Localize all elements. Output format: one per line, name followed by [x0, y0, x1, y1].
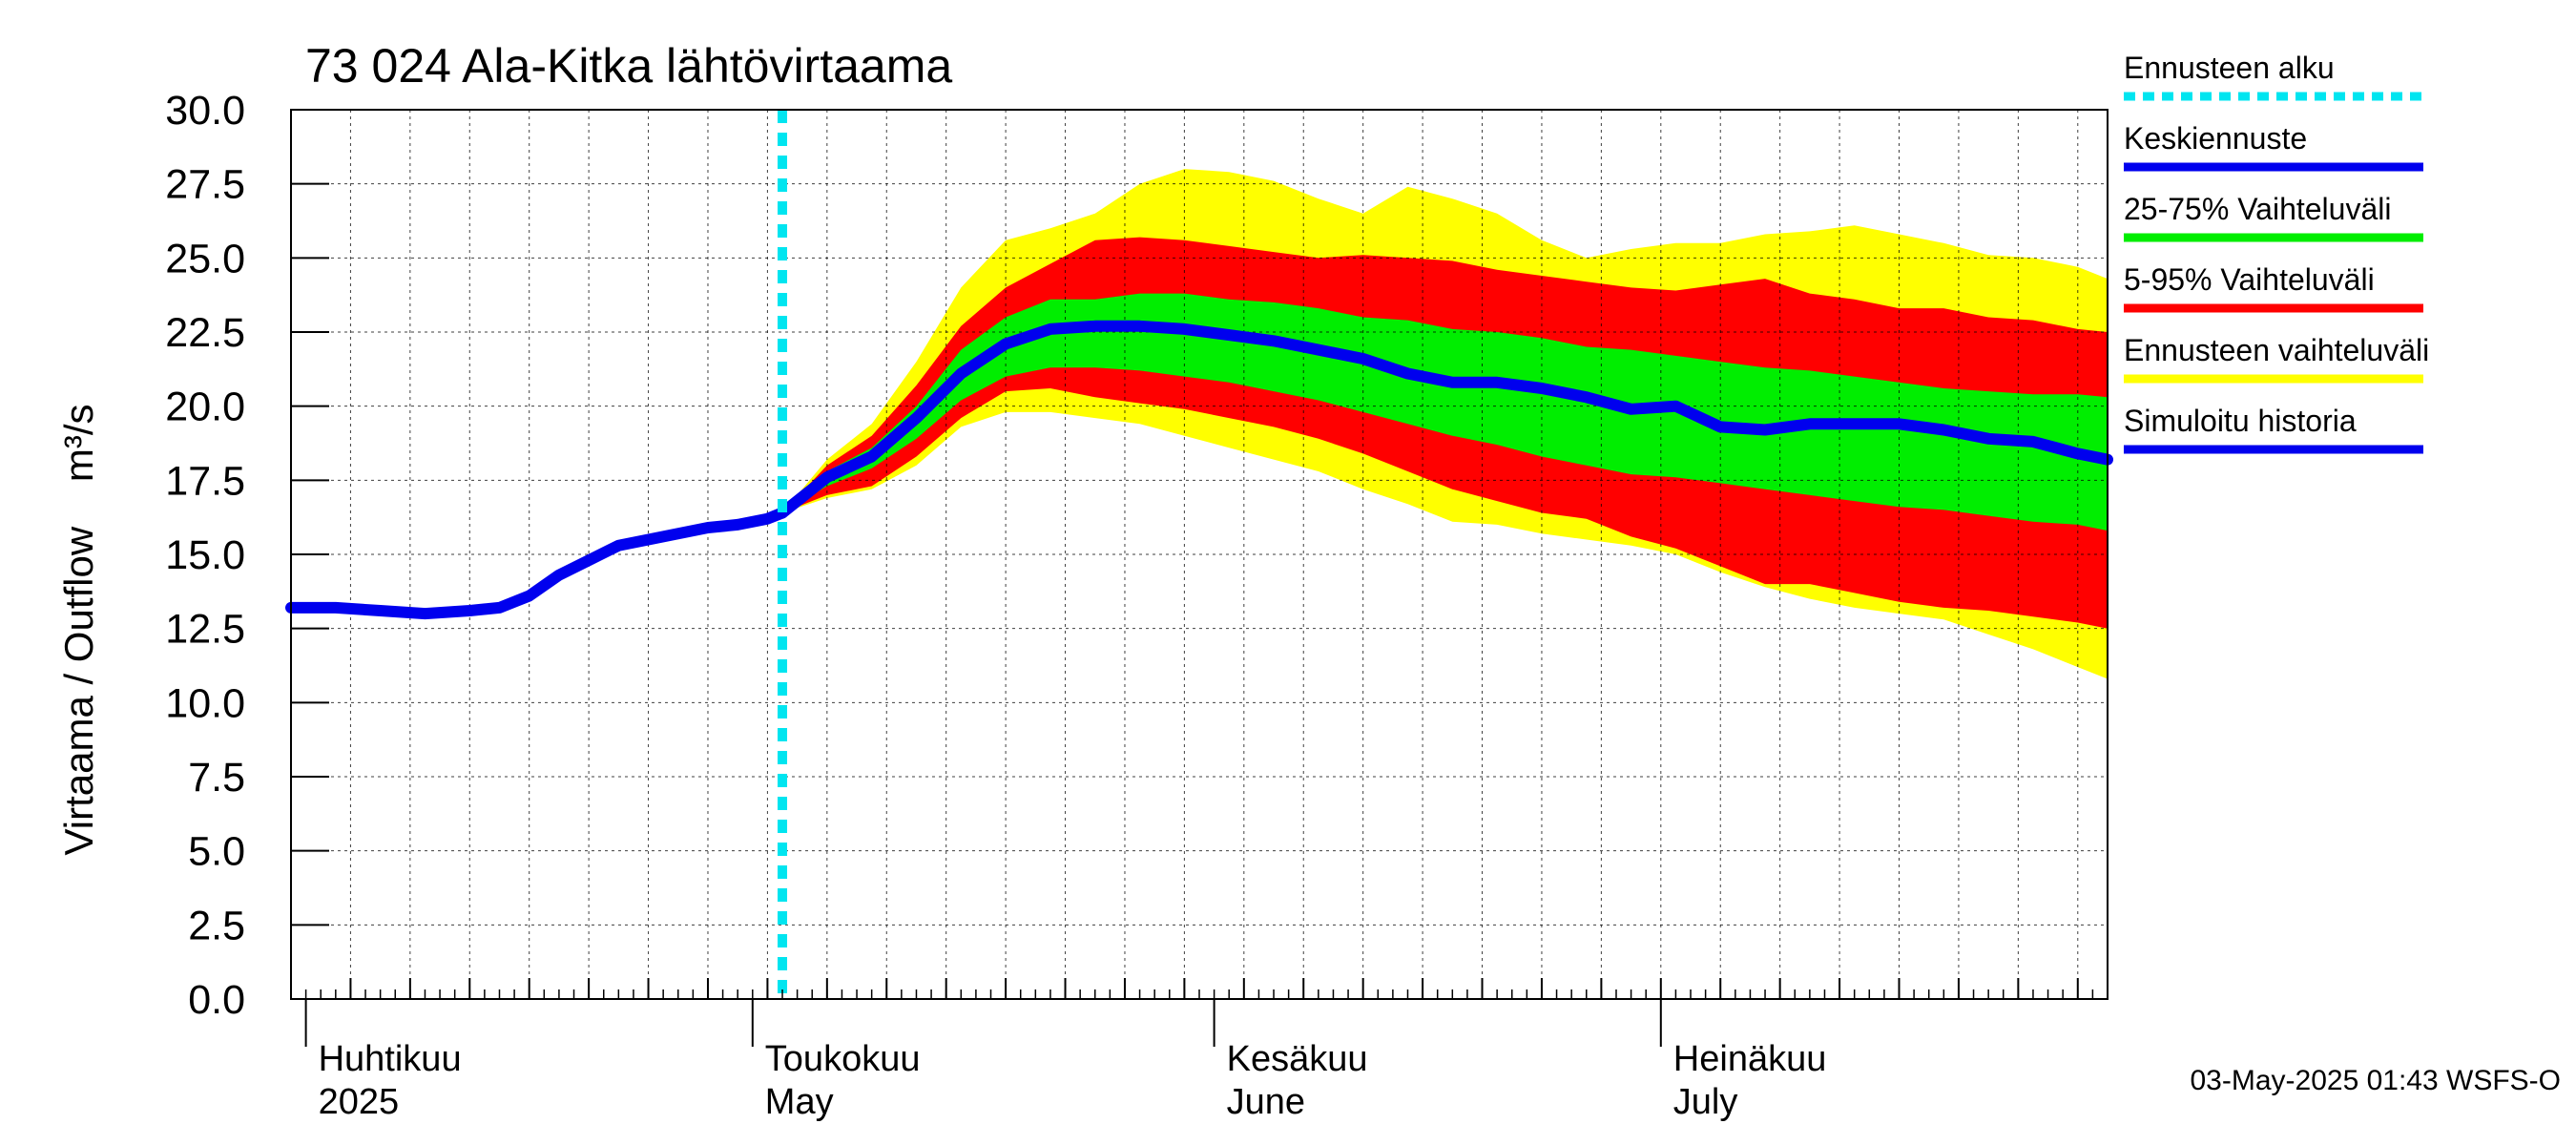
y-tick-label: 25.0 — [165, 236, 245, 281]
chart-title: 73 024 Ala-Kitka lähtövirtaama — [305, 39, 952, 93]
y-tick-label: 5.0 — [188, 829, 245, 875]
history-line — [285, 507, 788, 620]
month-label-fi: Heinäkuu — [1673, 1039, 1827, 1079]
y-tick-label: 20.0 — [165, 385, 245, 430]
axis-ticks — [290, 109, 2109, 1047]
legend: Ennusteen alku Keskiennuste 25-75% Vaihtel… — [2124, 51, 2429, 454]
y-tick-label: 27.5 — [165, 162, 245, 208]
y-tick-label: 15.0 — [165, 532, 245, 578]
legend-label-p5_95: 5-95% Vaihteluväli — [2124, 262, 2375, 297]
y-tick-label: 2.5 — [188, 903, 245, 948]
legend-label-mean: Keskiennuste — [2124, 121, 2307, 156]
y-axis-tick-labels: 0.0 2.5 5.0 7.5 10.0 12.5 15.0 17.5 20.0 22.5 25.0… — [165, 88, 245, 1023]
month-label-en: July — [1673, 1082, 1738, 1122]
y-tick-label: 12.5 — [165, 607, 245, 653]
plot-lines — [285, 110, 2113, 999]
month-label-fi: Huhtikuu — [319, 1039, 462, 1079]
month-label-en: June — [1227, 1082, 1305, 1122]
month-label-en: May — [765, 1082, 834, 1122]
legend-label-forecast_start: Ennusteen alku — [2124, 51, 2335, 85]
plot-bands — [782, 169, 2108, 679]
legend-label-history: Simuloitu historia — [2124, 404, 2357, 438]
y-axis-label: Virtaama / Outflow m³/s — [56, 404, 101, 855]
grid — [291, 110, 2108, 999]
y-tick-label: 7.5 — [188, 755, 245, 801]
y-tick-label: 0.0 — [188, 977, 245, 1023]
y-tick-label: 22.5 — [165, 310, 245, 356]
y-tick-label: 17.5 — [165, 458, 245, 504]
legend-label-p25_75: 25-75% Vaihteluväli — [2124, 192, 2391, 226]
band-25-75 — [782, 293, 2108, 531]
footer-timestamp: 03-May-2025 01:43 WSFS-O — [2191, 1065, 2562, 1096]
month-label-en: 2025 — [319, 1082, 400, 1122]
y-tick-label: 30.0 — [165, 88, 245, 134]
month-label-fi: Kesäkuu — [1227, 1039, 1368, 1079]
y-tick-label: 10.0 — [165, 680, 245, 726]
month-label-fi: Toukokuu — [765, 1039, 921, 1079]
legend-label-range: Ennusteen vaihteluväli — [2124, 333, 2429, 367]
mean-forecast-line — [777, 320, 2113, 519]
